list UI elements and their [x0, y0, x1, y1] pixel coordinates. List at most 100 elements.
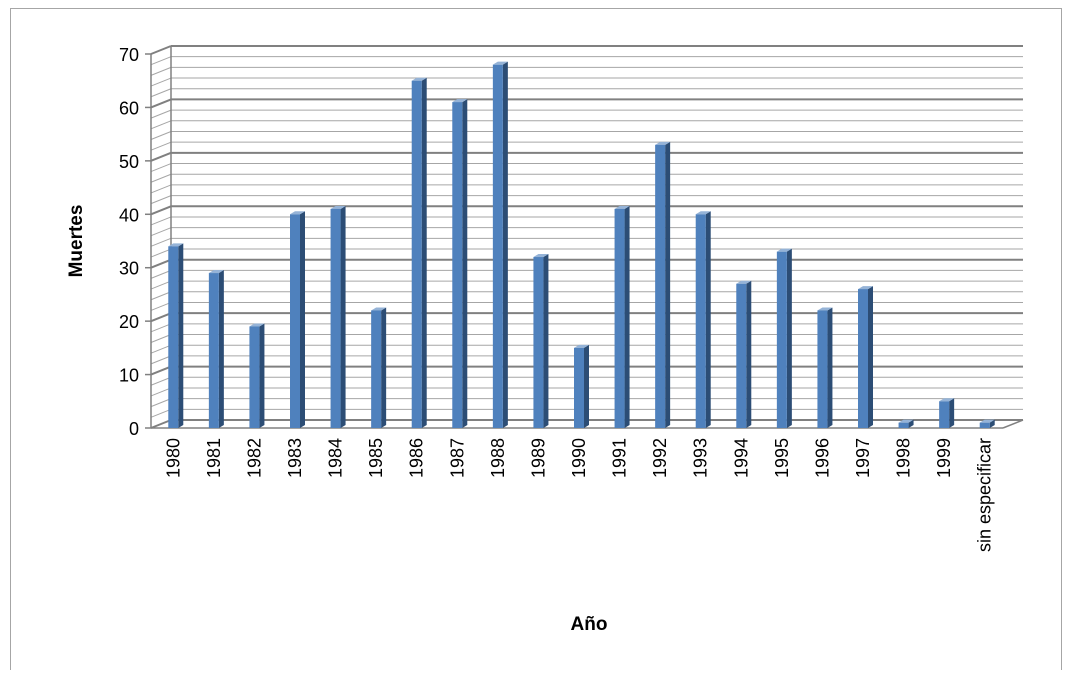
gridline-side	[151, 57, 171, 65]
bar-side	[949, 398, 954, 428]
bar-front	[858, 289, 868, 428]
bar-side	[462, 99, 467, 428]
gridline-side	[151, 174, 171, 182]
bar-front	[574, 348, 584, 428]
x-tick-label: 1986	[407, 438, 427, 478]
bar-side	[625, 206, 630, 428]
x-tick-label: 1984	[326, 438, 346, 478]
x-tick-label: 1983	[285, 438, 305, 478]
x-tick-labels: 1980 1981 1982 1983 1984 1985 1986 1987 1988 1989…	[163, 438, 994, 552]
floor-edge	[1003, 420, 1023, 428]
bar-front	[696, 214, 706, 428]
bar-side	[868, 286, 873, 428]
x-tick-label: 1989	[528, 438, 548, 478]
x-tick-label: 1980	[163, 438, 183, 478]
y-tick-label: 60	[119, 98, 139, 118]
bar-1981	[209, 270, 224, 428]
x-tick-label: 1994	[731, 438, 751, 478]
gridline-side	[151, 420, 171, 428]
bar-side	[341, 206, 346, 428]
gridline-side	[151, 260, 171, 268]
y-axis-title: Muertes	[66, 205, 87, 278]
bar-front	[899, 423, 909, 428]
y-tick-label: 10	[119, 366, 139, 386]
bar-side	[178, 243, 183, 428]
bar-front	[980, 423, 990, 428]
y-tick-label: 40	[119, 205, 139, 225]
x-tick-label: 1993	[691, 438, 711, 478]
bar-side	[219, 270, 224, 428]
bars	[168, 62, 994, 428]
gridline-side	[151, 409, 171, 417]
bar-front	[249, 326, 259, 428]
bar-1992	[655, 142, 670, 428]
gridline-side	[151, 89, 171, 97]
bar-1982	[249, 323, 264, 428]
bar-1993	[696, 211, 711, 428]
bar-side	[381, 307, 386, 428]
bar-front	[493, 65, 503, 428]
gridline-side	[151, 367, 171, 375]
gridline-side	[151, 302, 171, 310]
y-tick-label: 30	[119, 259, 139, 279]
gridline-side	[151, 153, 171, 161]
gridline-side	[151, 377, 171, 385]
gridline-side	[151, 78, 171, 86]
gridline-side	[151, 388, 171, 396]
x-tick-label: 1982	[244, 438, 264, 478]
bar-1989	[533, 254, 548, 428]
x-tick-label: 1995	[772, 438, 792, 478]
bar-side	[665, 142, 670, 428]
gridline-side	[151, 345, 171, 353]
gridline-side	[151, 217, 171, 225]
bar-front	[655, 145, 665, 428]
x-tick-label: 1992	[650, 438, 670, 478]
gridline-side	[151, 185, 171, 193]
gridline-side	[151, 142, 171, 150]
bar-front	[817, 310, 827, 428]
x-tick-label: 1990	[569, 438, 589, 478]
bar-side	[503, 62, 508, 428]
bar-1987	[452, 99, 467, 428]
x-tick-label: 1996	[812, 438, 832, 478]
bar-front	[290, 214, 300, 428]
bar-side	[259, 323, 264, 428]
x-tick-label: 1988	[488, 438, 508, 478]
bar-1980	[168, 243, 183, 428]
gridline-side	[151, 399, 171, 407]
gridline-side	[151, 281, 171, 289]
bar-side	[827, 307, 832, 428]
gridline-side	[151, 164, 171, 172]
gridline-side	[151, 356, 171, 364]
bar-front	[615, 209, 625, 428]
bar-front	[533, 257, 543, 428]
gridline-side	[151, 238, 171, 246]
bar-front	[939, 401, 949, 428]
y-tick-label: 0	[129, 419, 139, 439]
bar-front	[371, 310, 381, 428]
bar-side	[300, 211, 305, 428]
gridline-side	[151, 292, 171, 300]
gridline-side	[151, 324, 171, 332]
bar-front	[412, 81, 422, 428]
bar-front	[168, 246, 178, 428]
gridline-side	[151, 249, 171, 257]
gridline-side	[151, 313, 171, 321]
bar-1991	[615, 206, 630, 428]
bar-1990	[574, 345, 589, 428]
bar-front	[777, 252, 787, 428]
bar-1997	[858, 286, 873, 428]
bar-1986	[412, 78, 427, 428]
bar-side	[422, 78, 427, 428]
x-tick-label: 1981	[204, 438, 224, 478]
gridline-side	[151, 131, 171, 139]
gridline-side	[151, 335, 171, 343]
bar-side	[584, 345, 589, 428]
gridline-side	[151, 121, 171, 129]
bar-side	[746, 281, 751, 428]
y-tick-label: 50	[119, 152, 139, 172]
bar-1994	[736, 281, 751, 428]
bar-1983	[290, 211, 305, 428]
bar-side	[787, 249, 792, 428]
